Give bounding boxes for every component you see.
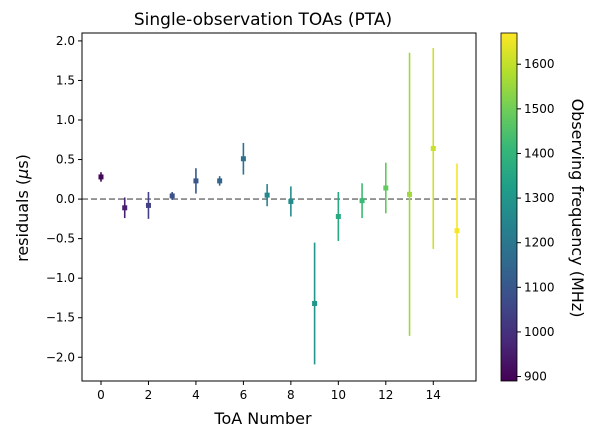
data-point-6 xyxy=(240,156,246,162)
data-point-8 xyxy=(288,198,294,204)
colorbar-tick-label: 1300 xyxy=(524,191,555,205)
x-tick-label: 14 xyxy=(426,388,441,402)
x-axis-label: ToA Number xyxy=(213,409,312,428)
y-tick-label: 1.0 xyxy=(56,113,75,127)
colorbar-tick-label: 1500 xyxy=(524,102,555,116)
data-point-2 xyxy=(145,202,151,208)
data-point-0 xyxy=(98,174,104,180)
colorbar-ticks: 900 1000 1100 1200 1300 1400 1500 1600 xyxy=(517,57,555,384)
chart-title: Single-observation TOAs (PTA) xyxy=(134,10,392,30)
data-point-10 xyxy=(335,213,341,219)
y-axis: −2.0 −1.5 −1.0 −0.5 0.0 0.5 1.0 1.5 2.0 xyxy=(46,34,82,364)
x-tick-label: 4 xyxy=(192,388,200,402)
colorbar-tick-label: 1600 xyxy=(524,57,555,71)
data-point-9 xyxy=(312,300,318,306)
colorbar-tick-label: 1200 xyxy=(524,236,555,250)
x-tick-label: 2 xyxy=(145,388,153,402)
x-tick-label: 8 xyxy=(287,388,295,402)
colorbar xyxy=(500,32,518,382)
data-point-12 xyxy=(383,185,389,191)
y-tick-label: 2.0 xyxy=(56,34,75,48)
plot-frame xyxy=(81,32,477,382)
data-point-15 xyxy=(454,228,460,234)
data-point-14 xyxy=(430,145,436,151)
y-tick-label: −2.0 xyxy=(46,350,75,364)
data-point-3 xyxy=(169,193,175,199)
colorbar-tick-label: 1100 xyxy=(524,280,555,294)
x-tick-label: 6 xyxy=(240,388,248,402)
y-tick-label: 0.5 xyxy=(56,153,75,167)
plot-area xyxy=(81,32,477,382)
x-axis: 0 2 4 6 8 10 12 14 xyxy=(97,381,441,402)
data-point-11 xyxy=(359,198,365,204)
data-point-5 xyxy=(217,178,223,184)
colorbar-tick-label: 900 xyxy=(524,370,547,384)
y-tick-label: 0.0 xyxy=(56,192,75,206)
y-tick-label: −1.0 xyxy=(46,271,75,285)
data-point-4 xyxy=(193,178,199,184)
y-tick-label: 1.5 xyxy=(56,73,75,87)
data-point-13 xyxy=(407,191,413,197)
colorbar-label: Observing frequency (MHz) xyxy=(568,99,587,318)
data-point-7 xyxy=(264,192,270,198)
colorbar-tick-label: 1000 xyxy=(524,325,555,339)
x-tick-label: 12 xyxy=(378,388,393,402)
x-tick-label: 10 xyxy=(331,388,346,402)
y-tick-label: −1.5 xyxy=(46,311,75,325)
x-tick-label: 0 xyxy=(97,388,105,402)
y-axis-label: residuals (μs) xyxy=(13,154,32,262)
colorbar-tick-label: 1400 xyxy=(524,146,555,160)
y-tick-label: −0.5 xyxy=(46,232,75,246)
data-point-1 xyxy=(122,205,128,211)
